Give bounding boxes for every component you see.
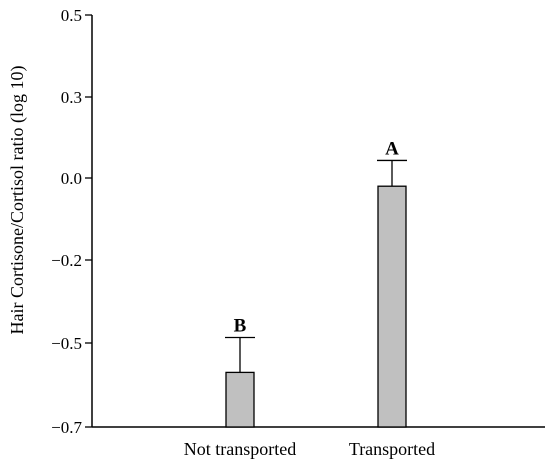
chart-bars [225, 159, 407, 428]
x-category-label: Not transported [184, 439, 296, 459]
significance-letter: A [385, 138, 399, 159]
chart-labels: 0.5 0.3 0.0 −0.2 −0.5 −0.7 B Not transported A Tr… [51, 6, 435, 459]
significance-letter: B [234, 315, 247, 336]
y-tick-label: −0.7 [51, 418, 82, 437]
y-tick-label: 0.5 [61, 6, 82, 25]
y-tick-label: −0.2 [51, 251, 82, 270]
x-category-label: Transported [349, 439, 435, 459]
y-tick-label: −0.5 [51, 334, 82, 353]
chart-axes [85, 14, 545, 428]
y-tick-label: 0.3 [61, 88, 82, 107]
y-tick-label: 0.0 [61, 169, 82, 188]
bar [225, 371, 255, 428]
bar [377, 185, 407, 428]
y-axis-title: Hair Cortisone/Cortisol ratio (log 10) [7, 66, 28, 335]
